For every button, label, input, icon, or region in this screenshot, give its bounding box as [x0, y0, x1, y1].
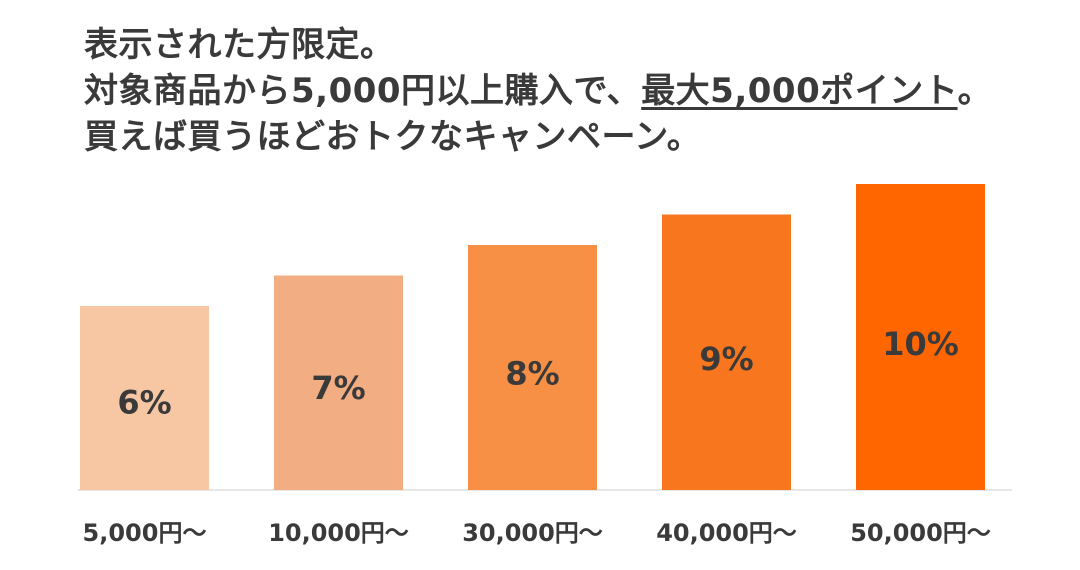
- headline: 表示された方限定。 対象商品から5,000円以上購入で、最大5,000ポイント。…: [84, 22, 992, 160]
- bar-value-label: 10%: [882, 325, 959, 363]
- bar-value-label: 6%: [117, 384, 171, 422]
- bar: [274, 275, 403, 490]
- headline-line-2: 対象商品から5,000円以上購入で、最大5,000ポイント。: [84, 68, 992, 114]
- category-label: 40,000円～: [656, 519, 797, 547]
- headline-line-2-suffix: 。: [957, 71, 993, 111]
- category-label: 50,000円～: [850, 519, 991, 547]
- bar-value-label: 8%: [505, 354, 559, 392]
- bar: [80, 306, 209, 490]
- bar-value-label: 9%: [699, 340, 753, 378]
- bar: [662, 214, 791, 490]
- bar: [856, 184, 985, 490]
- category-label: 30,000円～: [462, 519, 603, 547]
- category-label: 10,000円～: [268, 519, 409, 547]
- headline-line-3: 買えば買うほどおトクなキャンペーン。: [84, 117, 702, 157]
- headline-line-1: 表示された方限定。: [84, 25, 395, 65]
- bar: [468, 245, 597, 490]
- category-label: 5,000円～: [83, 519, 207, 547]
- bar-value-label: 7%: [311, 369, 365, 407]
- headline-line-2-prefix: 対象商品から5,000円以上購入で、: [84, 71, 642, 111]
- max-points-emphasis: 最大5,000ポイント: [641, 71, 958, 111]
